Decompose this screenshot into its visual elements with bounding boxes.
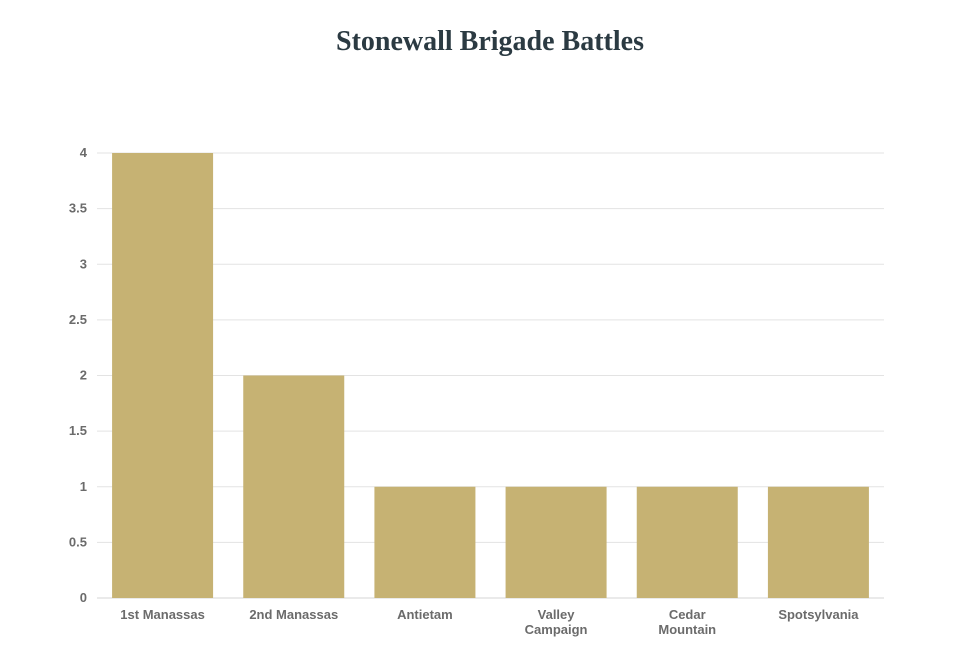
bar: [112, 153, 214, 598]
y-tick-label: 3.5: [69, 201, 87, 216]
y-tick-label: 2: [80, 368, 87, 383]
x-tick-label: Spotsylvania: [778, 607, 859, 622]
y-tick-label: 4: [80, 145, 88, 160]
x-tick-label: 1st Manassas: [120, 607, 205, 622]
chart-title: Stonewall Brigade Battles: [336, 26, 644, 57]
x-tick-label: 2nd Manassas: [249, 607, 338, 622]
bar: [636, 486, 738, 598]
y-tick-label: 0.5: [69, 534, 87, 549]
x-tick-label: Antietam: [397, 607, 453, 622]
x-tick-label: Valley Campaign: [525, 607, 588, 637]
bar: [505, 486, 607, 598]
x-tick-label: Cedar Mountain: [658, 607, 716, 637]
bar: [767, 486, 869, 598]
bar: [243, 375, 345, 598]
y-tick-label: 0: [80, 590, 87, 605]
y-tick-label: 1: [80, 479, 87, 494]
y-tick-label: 3: [80, 256, 87, 271]
bar: [374, 486, 476, 598]
y-tick-label: 1.5: [69, 423, 87, 438]
y-tick-label: 2.5: [69, 312, 87, 327]
